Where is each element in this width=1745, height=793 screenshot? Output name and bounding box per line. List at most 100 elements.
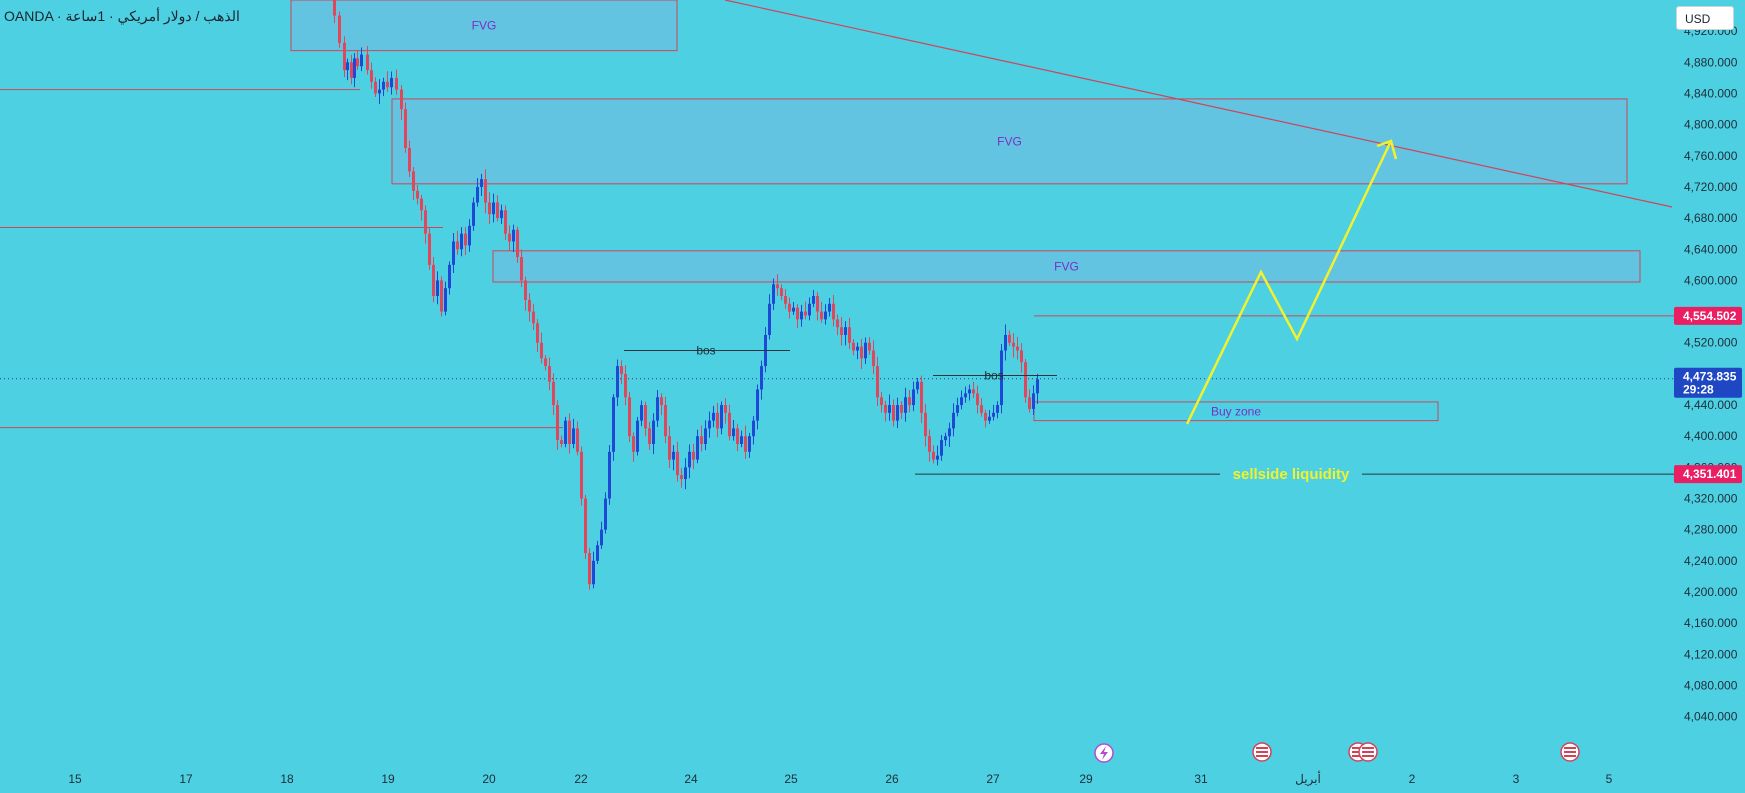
time-tick-label: 18 — [280, 772, 294, 786]
flash-event-icon[interactable] — [1094, 743, 1114, 763]
candle-body — [636, 420, 639, 452]
candle-body — [792, 307, 795, 312]
bear-candle — [880, 391, 883, 413]
candle-body — [844, 327, 847, 335]
projection-path[interactable] — [1185, 142, 1392, 425]
candle-body — [472, 202, 475, 226]
fvg-zone-top[interactable] — [290, 0, 678, 52]
bear-candle — [928, 429, 931, 462]
bull-candle — [444, 281, 447, 316]
bull-candle — [460, 227, 463, 257]
price-tick-label: 4,040.000 — [1684, 710, 1738, 724]
current-price-tag — [1674, 367, 1742, 398]
price-tag-resistance-label: 4,554.502 — [1683, 309, 1737, 323]
candle-body — [540, 342, 543, 359]
bos-label: bos — [984, 368, 1003, 382]
candle-body — [420, 198, 423, 211]
bear-candle — [516, 226, 519, 263]
candle-body — [984, 412, 987, 421]
bull-candle — [992, 404, 995, 421]
candle-body — [672, 451, 675, 460]
price-tick-label: 4,440.000 — [1684, 398, 1738, 412]
bull-candle — [608, 444, 611, 505]
bear-candle — [496, 195, 499, 222]
candle-body — [412, 171, 415, 191]
bear-candle — [908, 390, 911, 413]
candle-body — [448, 264, 451, 289]
time-tick-label: 5 — [1606, 772, 1613, 786]
candle-body — [776, 284, 779, 289]
price-tick-label: 4,280.000 — [1684, 523, 1738, 537]
bull-candle — [1036, 373, 1039, 404]
bull-candle — [636, 416, 639, 456]
candle-body — [724, 405, 727, 413]
candle-body — [752, 420, 755, 437]
candle-body — [428, 233, 431, 265]
candle-body — [912, 389, 915, 406]
candle-body — [588, 553, 591, 585]
us-flag-icon[interactable] — [1358, 742, 1378, 762]
candle-body — [780, 288, 783, 296]
bear-candle — [366, 46, 369, 75]
bear-candle — [588, 548, 591, 590]
symbol-label[interactable]: OANDA · الذهب / دولار أمريكي · 1ساعة — [4, 8, 240, 24]
candle-body — [520, 257, 523, 281]
bull-candle — [864, 337, 867, 365]
bear-candle — [976, 385, 979, 414]
annotations: bos bos sellside liquidity — [624, 139, 1676, 483]
candle-body — [904, 397, 907, 413]
bull-candle — [512, 224, 515, 253]
candle-body — [436, 280, 439, 296]
candle-body — [820, 311, 823, 320]
bear-candle — [744, 425, 747, 459]
bear-candle — [408, 140, 411, 178]
candle-body — [508, 233, 511, 242]
bear-candle — [832, 294, 835, 327]
bear-candle — [868, 337, 871, 355]
fvg-zone-middle[interactable] — [492, 250, 1641, 283]
candle-body — [536, 323, 539, 343]
trendline[interactable] — [724, 0, 1673, 208]
candle-body — [353, 58, 356, 78]
bull-candle — [888, 394, 891, 421]
candle-body — [880, 397, 883, 406]
candle-body — [972, 389, 975, 394]
candle-body — [584, 498, 587, 554]
bull-candle — [752, 416, 755, 445]
price-tick-label: 4,400.000 — [1684, 429, 1738, 443]
bull-candle — [360, 47, 363, 72]
bull-candle — [468, 219, 471, 252]
bear-candle — [816, 291, 819, 321]
bull-candle — [764, 327, 767, 373]
bull-candle — [353, 53, 356, 88]
candle-body — [1028, 397, 1031, 409]
bear-candle — [356, 50, 359, 70]
bull-candle — [824, 304, 827, 325]
candle-body — [700, 436, 703, 444]
candle-body — [748, 436, 751, 452]
time-tick-label: أبريل — [1295, 771, 1321, 786]
candle-body — [452, 241, 455, 265]
price-tick-label: 4,160.000 — [1684, 616, 1738, 630]
candle-body — [716, 412, 719, 429]
bull-candle — [968, 384, 971, 401]
currency-button[interactable]: USD — [1676, 6, 1734, 30]
candle-body — [532, 311, 535, 324]
us-flag-icon[interactable] — [1252, 742, 1272, 762]
candle-body — [656, 397, 659, 421]
candle-body — [456, 241, 459, 250]
bull-candle — [382, 77, 385, 97]
fvg-zone-upper[interactable] — [391, 98, 1628, 185]
bear-candle — [504, 205, 507, 240]
us-flag-icon[interactable] — [1560, 742, 1580, 762]
candle-body — [640, 405, 643, 421]
bear-candle — [628, 392, 631, 443]
bear-candle — [664, 396, 667, 444]
bear-candle — [852, 338, 855, 356]
bear-candle — [848, 317, 851, 350]
candle-body — [732, 428, 735, 437]
candle-body — [944, 436, 947, 441]
time-tick-label: 20 — [482, 772, 496, 786]
candle-body — [976, 393, 979, 406]
